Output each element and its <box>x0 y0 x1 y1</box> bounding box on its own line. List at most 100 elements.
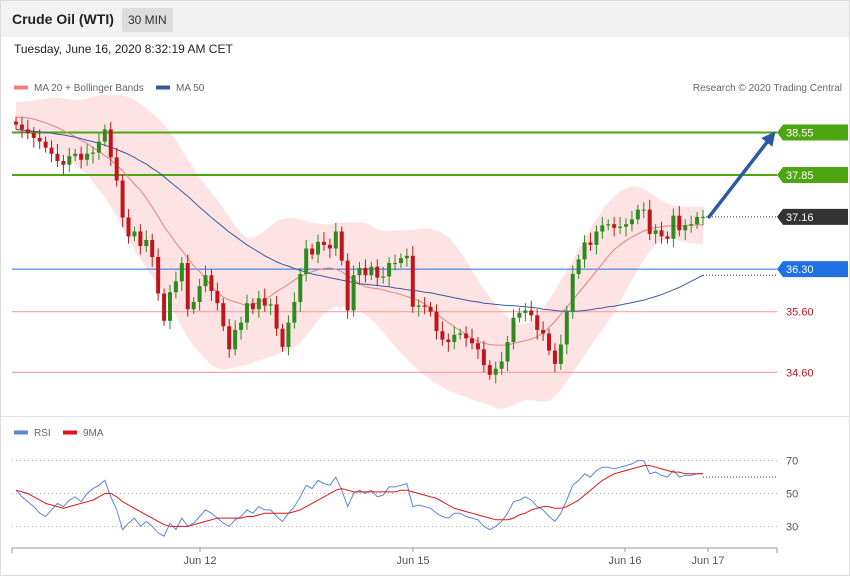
bollinger-band <box>16 94 703 409</box>
candle-body <box>114 157 119 181</box>
candle-body <box>440 331 445 340</box>
candle-body <box>677 215 682 231</box>
candle-body <box>185 263 190 310</box>
candle-body <box>233 329 238 350</box>
candle-body <box>61 161 66 165</box>
candle-body <box>464 333 469 339</box>
level-tag-37.85 <box>777 167 848 183</box>
candle-body <box>363 267 368 276</box>
candle-body <box>25 129 30 134</box>
rsi-legend-label: RSI <box>34 428 51 439</box>
candle-body <box>298 274 303 302</box>
candle-body <box>375 266 380 278</box>
candle-body <box>268 304 273 306</box>
time-tick-label: Jun 15 <box>396 555 429 567</box>
candle-body <box>689 224 694 226</box>
rsi-tick-50: 50 <box>786 489 798 501</box>
time-tick-label: Jun 17 <box>691 555 724 567</box>
candles <box>14 116 705 384</box>
candle-body <box>410 255 415 307</box>
candle-body <box>55 153 60 162</box>
candle-body <box>422 305 427 307</box>
candle-body <box>387 263 392 277</box>
rsi-tick-30: 30 <box>786 521 798 533</box>
candle-body <box>458 333 463 335</box>
candle-body <box>659 230 664 237</box>
level-tag-text-35.60: 35.60 <box>786 307 814 319</box>
candle-body <box>416 305 421 307</box>
candle-body <box>671 215 676 239</box>
candle-body <box>564 311 569 345</box>
candle-body <box>499 361 504 369</box>
candle-body <box>327 244 332 249</box>
candle-body <box>67 156 72 165</box>
candle-body <box>215 291 220 304</box>
rsi-tick-70: 70 <box>786 456 798 468</box>
candle-body <box>446 339 451 343</box>
candle-body <box>14 121 18 125</box>
chart-title: Crude Oil (WTI) <box>12 11 114 27</box>
candle-body <box>90 152 95 154</box>
candle-body <box>570 274 575 312</box>
candle-body <box>600 225 605 232</box>
candle-body <box>49 147 54 154</box>
candle-body <box>369 266 374 276</box>
candle-body <box>683 225 688 231</box>
candle-body <box>647 209 652 234</box>
candle-body <box>209 275 214 292</box>
candle-body <box>612 224 617 228</box>
ma20-legend-swatch <box>14 85 28 90</box>
candle-body <box>126 217 131 237</box>
rsi-legend-swatch <box>14 430 28 435</box>
price-plot: 38.55 37.85 37.16 36.30 35.60 34.60 <box>12 94 848 409</box>
candle-body <box>144 239 149 247</box>
candle-body <box>487 365 492 375</box>
candle-body <box>310 248 315 255</box>
candle-body <box>475 343 480 350</box>
candle-body <box>398 258 403 264</box>
candle-body <box>256 298 261 310</box>
level-tag-text-38.55: 38.55 <box>786 127 814 139</box>
credit-text: Research © 2020 Trading Central <box>693 83 842 94</box>
candle-body <box>162 293 167 321</box>
candle-body <box>523 310 528 313</box>
candle-body <box>481 349 486 366</box>
timeframe-badge[interactable]: 30 MIN <box>122 8 173 32</box>
candle-body <box>547 333 552 351</box>
candle-body <box>428 306 433 312</box>
candle-body <box>156 257 161 294</box>
candle-body <box>250 303 255 310</box>
candle-body <box>333 231 338 249</box>
candle-body <box>37 137 42 142</box>
candle-body <box>552 350 557 364</box>
level-tag-text-37.16: 37.16 <box>786 212 814 224</box>
time-axis: Jun 12 Jun 15 Jun 16 Jun 17 <box>11 547 778 567</box>
candle-body <box>173 281 178 293</box>
level-tag-36.30 <box>777 261 848 278</box>
candle-body <box>665 236 670 239</box>
candle-body <box>606 224 611 226</box>
candle-body <box>280 328 285 347</box>
rsi-plot: 30 50 70 <box>12 456 798 537</box>
candle-body <box>85 153 90 160</box>
candle-body <box>594 231 599 245</box>
candle-body <box>701 216 705 218</box>
candle-body <box>695 216 700 225</box>
candle-body <box>517 312 522 318</box>
chart-datetime: Tuesday, June 16, 2020 8:32:19 AM CET <box>14 42 233 56</box>
candle-body <box>73 153 78 157</box>
candle-body <box>197 286 202 302</box>
candle-body <box>635 209 640 220</box>
candle-body <box>19 124 24 130</box>
candle-body <box>618 226 623 228</box>
candle-body <box>470 338 475 344</box>
candle-body <box>108 129 113 158</box>
candle-body <box>357 267 362 276</box>
level-tag-text-34.60: 34.60 <box>786 367 814 379</box>
candle-body <box>150 239 155 257</box>
candle-body <box>511 317 516 343</box>
forecast-arrow <box>707 132 775 219</box>
candle-body <box>203 275 208 287</box>
candle-body <box>239 322 244 330</box>
